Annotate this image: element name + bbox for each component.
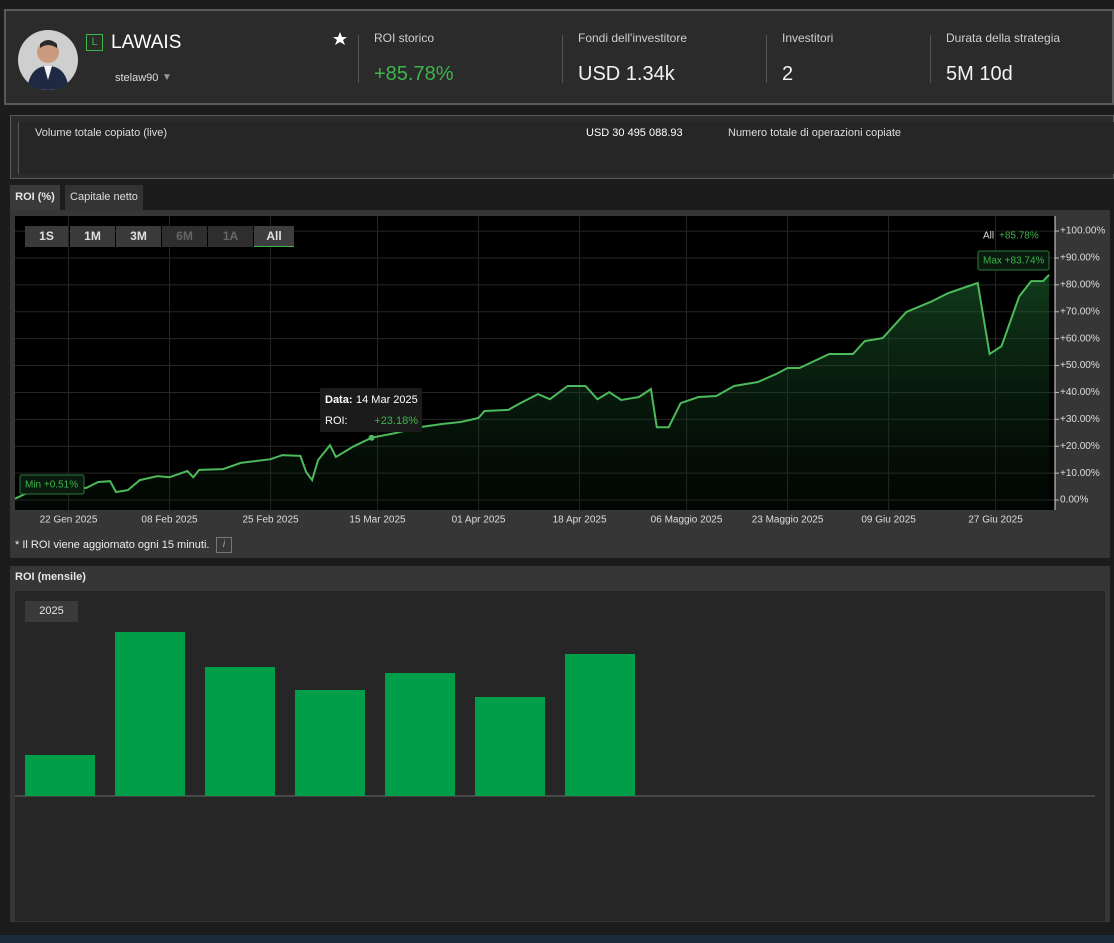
info-icon[interactable]: i xyxy=(216,537,232,553)
stat-value: 5M 10d xyxy=(946,63,1013,85)
y-tick-label: +60.00% xyxy=(1060,333,1100,344)
x-tick-label: 23 Maggio 2025 xyxy=(752,515,824,526)
tooltip-roi-label: ROI: xyxy=(325,415,348,427)
y-tick-label: +10.00% xyxy=(1060,468,1100,479)
y-tick-label: 0.00% xyxy=(1060,495,1088,506)
y-tick-label: +20.00% xyxy=(1060,441,1100,452)
stat-label: Fondi dell'investitore xyxy=(578,31,688,45)
x-tick-label: 22 Gen 2025 xyxy=(40,515,98,526)
stat-label: ROI storico xyxy=(374,31,435,45)
x-tick-label: 18 Apr 2025 xyxy=(553,515,607,526)
bar xyxy=(25,755,95,796)
badge: L xyxy=(86,34,103,51)
x-tick-label: 27 Giu 2025 xyxy=(968,515,1023,526)
summary-inner xyxy=(18,122,1114,174)
tab-active[interactable]: ROI (%) xyxy=(10,185,60,210)
range-button-disabled: 6M xyxy=(162,226,207,247)
volume-label: Volume totale copiato (live) xyxy=(35,127,168,139)
y-tick-label: +40.00% xyxy=(1060,387,1100,398)
avatar-hair xyxy=(40,40,57,48)
stat-label: Investitori xyxy=(782,31,834,45)
tooltip-roi: +23.18% xyxy=(374,415,418,427)
max-label: Max +83.74% xyxy=(983,256,1045,267)
area xyxy=(15,274,1050,510)
y-tick-label: +90.00% xyxy=(1060,253,1100,264)
x-tick-label: 25 Feb 2025 xyxy=(242,515,299,526)
divider xyxy=(562,35,563,83)
divider xyxy=(766,35,767,83)
x-tick-label: 06 Maggio 2025 xyxy=(651,515,723,526)
stat-label: Durata della strategia xyxy=(946,31,1061,45)
range-button-active[interactable]: All xyxy=(254,226,294,247)
bar xyxy=(115,632,185,796)
stat-value: +85.78% xyxy=(374,63,454,85)
y-tick-label: +30.00% xyxy=(1060,414,1100,425)
bar xyxy=(205,667,275,796)
current-label: All xyxy=(983,231,994,242)
stat-value: 2 xyxy=(782,63,794,85)
volume-value: USD 30 495 088.93 xyxy=(586,127,683,139)
bar xyxy=(385,673,455,796)
bar xyxy=(565,654,635,796)
range-button[interactable]: 1M xyxy=(70,226,115,247)
stat-value: USD 1.34k xyxy=(578,63,675,85)
avatar-face xyxy=(37,41,59,63)
hover-point xyxy=(368,434,375,441)
trades-label: Numero totale di operazioni copiate xyxy=(728,127,902,139)
section-title: ROI (mensile) xyxy=(15,571,86,583)
footnote: * Il ROI viene aggiornato ogni 15 minuti… xyxy=(15,539,210,551)
line xyxy=(14,274,1050,500)
monthly-plot-bg xyxy=(15,591,1105,921)
bar xyxy=(295,690,365,796)
y-tick-label: +80.00% xyxy=(1060,280,1100,291)
username[interactable]: stelaw90 xyxy=(115,72,159,84)
current-value: +85.78% xyxy=(999,231,1039,242)
x-tick-label: 08 Feb 2025 xyxy=(141,515,198,526)
range-button-disabled: 1A xyxy=(208,226,253,247)
min-label: Min +0.51% xyxy=(25,480,78,491)
bar xyxy=(475,697,545,796)
divider xyxy=(358,35,359,83)
avatar-shirt xyxy=(44,66,52,80)
range-button[interactable]: 3M xyxy=(116,226,161,247)
y-tick-label: +70.00% xyxy=(1060,306,1100,317)
max-box xyxy=(977,250,1050,271)
tooltip-date-label: Data: xyxy=(325,394,353,406)
x-tick-label: 01 Apr 2025 xyxy=(452,515,506,526)
taskbar xyxy=(0,935,1114,943)
favorite-star[interactable] xyxy=(333,32,347,45)
y-tick-label: +50.00% xyxy=(1060,360,1100,371)
dropdown-arrow[interactable]: ▼ xyxy=(162,72,172,83)
trader-name: LAWAIS xyxy=(111,32,182,53)
year-button[interactable]: 2025 xyxy=(25,601,78,622)
x-tick-label: 09 Giu 2025 xyxy=(861,515,916,526)
tooltip-box xyxy=(320,388,422,432)
range-button[interactable]: 1S xyxy=(25,226,68,247)
divider xyxy=(930,35,931,83)
y-tick-label: +100.00% xyxy=(1060,226,1105,237)
min-box xyxy=(19,474,85,495)
header-panel xyxy=(4,9,1114,105)
x-tick-label: 15 Mar 2025 xyxy=(349,515,406,526)
tooltip-date: 14 Mar 2025 xyxy=(356,394,418,406)
tab[interactable]: Capitale netto xyxy=(65,185,143,210)
